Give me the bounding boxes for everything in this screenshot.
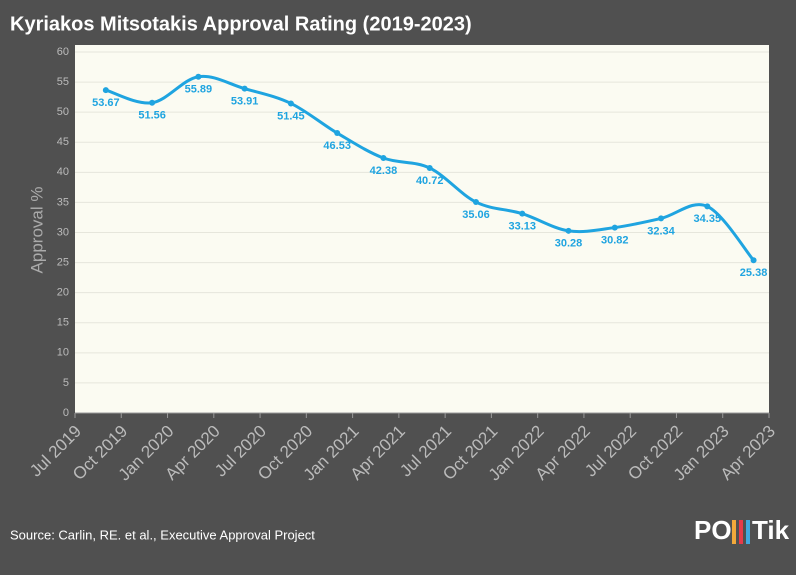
point <box>287 100 294 107</box>
point <box>380 155 387 162</box>
y-tick-label: 60 <box>57 46 69 58</box>
logo-bar <box>732 520 736 544</box>
y-tick-label: 20 <box>57 287 69 299</box>
point <box>565 227 572 234</box>
y-tick-label: 10 <box>57 347 69 359</box>
y-tick-label: 50 <box>57 106 69 118</box>
chart-title: Kyriakos Mitsotakis Approval Rating (201… <box>10 13 472 35</box>
data-label: 42.38 <box>370 165 398 177</box>
point <box>472 199 479 206</box>
point <box>750 257 757 264</box>
point <box>149 99 156 106</box>
point <box>658 215 665 222</box>
point <box>704 203 711 210</box>
data-label: 51.56 <box>138 110 166 122</box>
data-label: 30.28 <box>555 238 583 250</box>
point <box>195 73 202 80</box>
y-tick-label: 25 <box>57 256 69 268</box>
point <box>334 130 341 137</box>
y-tick-label: 15 <box>57 317 69 329</box>
logo-text: Tik <box>752 515 790 545</box>
data-label: 53.91 <box>231 96 259 108</box>
logo: PO Tik <box>694 515 790 545</box>
y-axis-label: Approval % <box>27 187 46 274</box>
data-label: 51.45 <box>277 110 305 122</box>
point <box>519 210 526 217</box>
logo-bar <box>739 520 743 544</box>
data-label: 33.13 <box>508 221 536 233</box>
data-label: 35.06 <box>462 209 490 221</box>
data-label: 55.89 <box>185 84 213 96</box>
y-tick-label: 45 <box>57 136 69 148</box>
data-label: 25.38 <box>740 267 768 279</box>
y-tick-label: 35 <box>57 196 69 208</box>
point <box>102 87 109 94</box>
source: Source: Carlin, RE. et al., Executive Ap… <box>10 527 315 542</box>
data-label: 40.72 <box>416 175 444 187</box>
logo-bar <box>746 520 750 544</box>
y-tick-label: 40 <box>57 166 69 178</box>
data-label: 34.35 <box>694 213 722 225</box>
data-label: 46.53 <box>323 140 351 152</box>
data-label: 53.67 <box>92 97 120 109</box>
point <box>611 224 618 231</box>
data-label: 32.34 <box>647 225 675 237</box>
y-tick-label: 55 <box>57 76 69 88</box>
y-tick-label: 30 <box>57 226 69 238</box>
point <box>241 85 248 92</box>
y-tick-label: 0 <box>63 407 69 419</box>
plot-area <box>75 45 769 413</box>
point <box>426 165 433 172</box>
logo-text: PO <box>694 515 732 545</box>
data-label: 30.82 <box>601 234 629 246</box>
y-tick-label: 5 <box>63 377 69 389</box>
